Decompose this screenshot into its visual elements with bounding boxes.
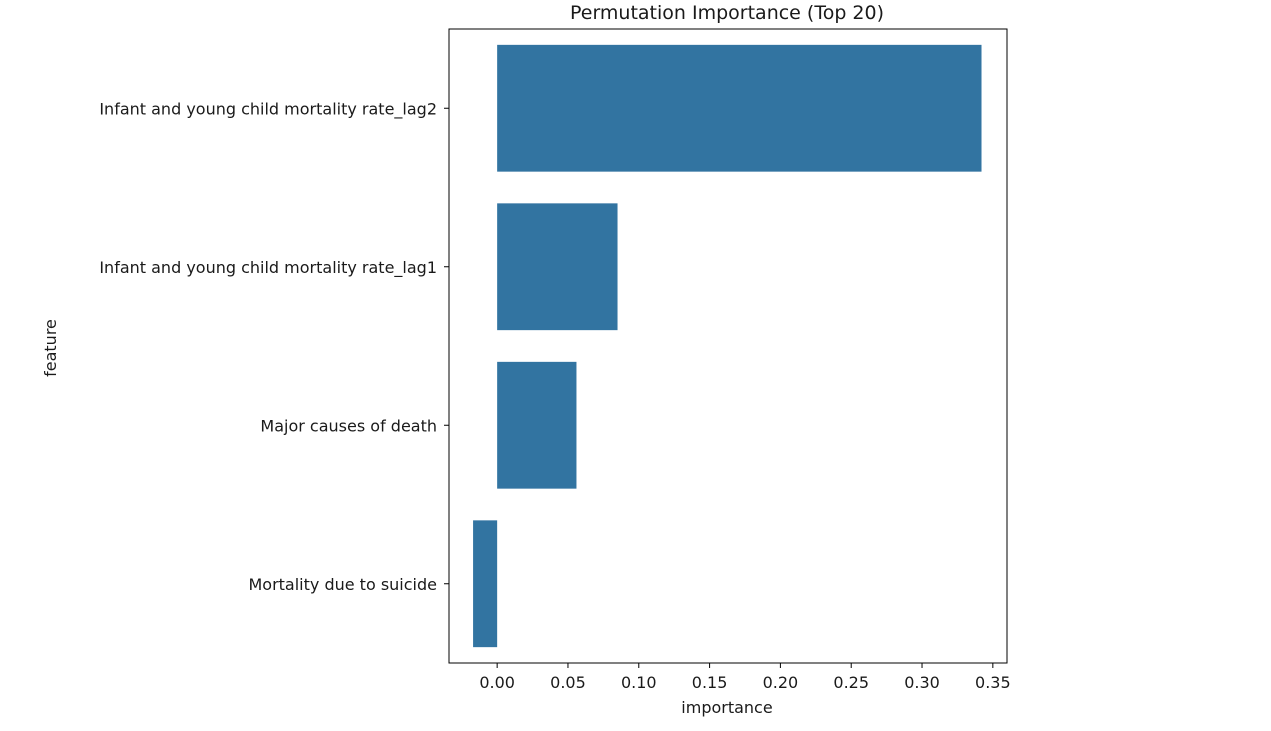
x-tick-label: 0.05 <box>550 673 586 692</box>
chart-title: Permutation Importance (Top 20) <box>570 2 884 24</box>
x-tick-label: 0.20 <box>763 673 799 692</box>
x-tick-label: 0.10 <box>621 673 657 692</box>
bar-2 <box>497 203 618 331</box>
bars-group <box>473 44 982 648</box>
bar-4 <box>473 520 498 648</box>
x-axis-label: importance <box>681 698 772 717</box>
plot-frame <box>448 28 1008 664</box>
x-tick-label: 0.25 <box>833 673 869 692</box>
x-tick-label: 0.15 <box>692 673 728 692</box>
x-axis-ticks: 0.00 0.05 0.10 0.15 0.20 0.25 0.30 0.35 <box>479 663 1011 692</box>
x-tick-label: 0.35 <box>975 673 1011 692</box>
bar-1 <box>497 44 982 172</box>
y-tick-label: Infant and young child mortality rate_la… <box>99 258 437 278</box>
y-tick-label: Major causes of death <box>260 416 437 435</box>
x-tick-label: 0.30 <box>904 673 940 692</box>
bar-3 <box>497 361 577 489</box>
y-axis-ticks: Infant and young child mortality rate_la… <box>99 99 449 594</box>
y-axis-label: feature <box>41 319 60 377</box>
y-tick-label: Mortality due to suicide <box>248 575 437 594</box>
x-tick-label: 0.00 <box>479 673 515 692</box>
y-tick-label: Infant and young child mortality rate_la… <box>99 99 437 119</box>
